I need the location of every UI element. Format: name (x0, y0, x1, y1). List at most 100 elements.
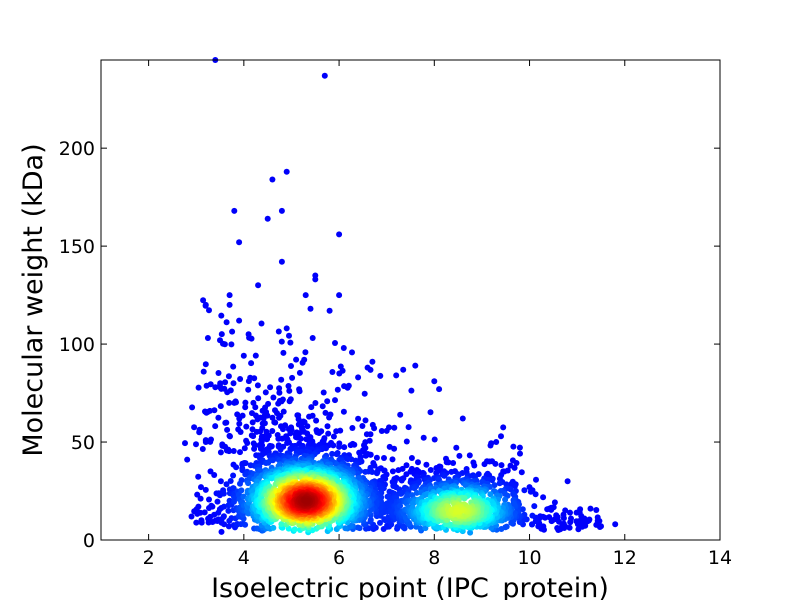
scatter-point (289, 374, 296, 381)
scatter-point (533, 476, 539, 483)
scatter-point (297, 435, 304, 442)
scatter-point (226, 292, 233, 299)
scatter-point (304, 423, 311, 430)
scatter-point (359, 423, 366, 429)
scatter-point (454, 508, 461, 515)
scatter-point (367, 516, 374, 523)
y-tick-label: 200 (59, 138, 95, 160)
scatter-point (516, 444, 523, 451)
scatter-point (362, 468, 369, 475)
scatter-point (502, 490, 508, 497)
scatter-point (217, 478, 224, 485)
scatter-point (251, 375, 258, 382)
scatter-point (272, 419, 279, 426)
scatter-point (189, 404, 196, 411)
scatter-point (441, 472, 448, 479)
scatter-point (199, 446, 206, 452)
scatter-point (389, 456, 396, 463)
scatter-point (287, 339, 294, 346)
scatter-point (362, 452, 369, 459)
scatter-point (203, 409, 210, 416)
scatter-point (554, 525, 561, 531)
scatter-point (221, 503, 227, 510)
scatter-point (262, 389, 269, 396)
scatter-point (278, 258, 285, 265)
scatter-point (427, 409, 434, 416)
scatter-point (276, 389, 283, 396)
scatter-point (450, 460, 457, 466)
scatter-point (223, 319, 230, 326)
scatter-point (329, 369, 336, 375)
scatter-point (231, 207, 238, 214)
scatter-point (284, 440, 291, 446)
scatter-point (498, 462, 505, 469)
scatter-point (244, 504, 251, 511)
scatter-point (403, 462, 410, 469)
scatter-point (544, 506, 551, 513)
scatter-point (257, 467, 264, 474)
scatter-point (198, 484, 204, 491)
scatter-point (200, 368, 207, 375)
scatter-point (182, 440, 188, 447)
x-tick-label: 6 (333, 547, 345, 569)
scatter-point (312, 400, 319, 406)
scatter-point (204, 335, 211, 341)
scatter-point (393, 372, 400, 379)
scatter-point (389, 468, 396, 475)
scatter-point (223, 419, 230, 426)
y-tick-label: 50 (71, 432, 95, 454)
scatter-point (267, 384, 274, 391)
scatter-point (373, 499, 380, 506)
scatter-point (329, 450, 336, 457)
scatter-point (319, 403, 326, 410)
scatter-point (411, 485, 418, 492)
scatter-point (280, 408, 287, 415)
scatter-point (260, 415, 267, 422)
scatter-point (363, 431, 370, 438)
scatter-point (355, 374, 362, 381)
scatter-point (559, 523, 566, 530)
scatter-point (233, 464, 240, 471)
scatter-point (529, 512, 536, 519)
scatter-point (203, 382, 210, 389)
scatter-point (461, 495, 468, 502)
scatter-point (230, 363, 237, 370)
scatter-point (236, 239, 243, 246)
scatter-point (324, 398, 331, 405)
scatter-point (373, 454, 380, 461)
scatter-point (487, 442, 494, 449)
scatter-point (226, 448, 232, 455)
scatter-point (264, 215, 271, 222)
scatter-point (423, 461, 430, 468)
scatter-point (237, 449, 243, 456)
scatter-point (344, 384, 351, 391)
scatter-point (332, 397, 338, 404)
scatter-point (254, 416, 261, 423)
scatter-point (313, 417, 320, 424)
scatter-point (299, 359, 306, 366)
scatter-point (531, 503, 538, 510)
scatter-point (293, 356, 300, 363)
x-tick-label: 12 (613, 547, 637, 569)
scatter-point (373, 470, 380, 477)
scatter-point (287, 446, 294, 453)
scatter-point (265, 459, 272, 466)
scatter-point (408, 387, 415, 394)
scatter-point (275, 328, 282, 335)
scatter-point (413, 489, 420, 496)
scatter-point (296, 388, 303, 395)
scatter-point (218, 528, 225, 535)
scatter-point (195, 503, 202, 510)
scatter-point (270, 524, 277, 531)
scatter-point (251, 445, 258, 452)
scatter-point (391, 424, 398, 431)
scatter-point (270, 394, 277, 401)
scatter-point (285, 383, 292, 389)
scatter-point (225, 507, 232, 514)
scatter-point (214, 498, 221, 505)
scatter-point (198, 517, 205, 524)
scatter-point (405, 424, 412, 431)
scatter-point (322, 409, 329, 416)
scatter-point (377, 519, 383, 526)
scatter-point (518, 469, 525, 476)
